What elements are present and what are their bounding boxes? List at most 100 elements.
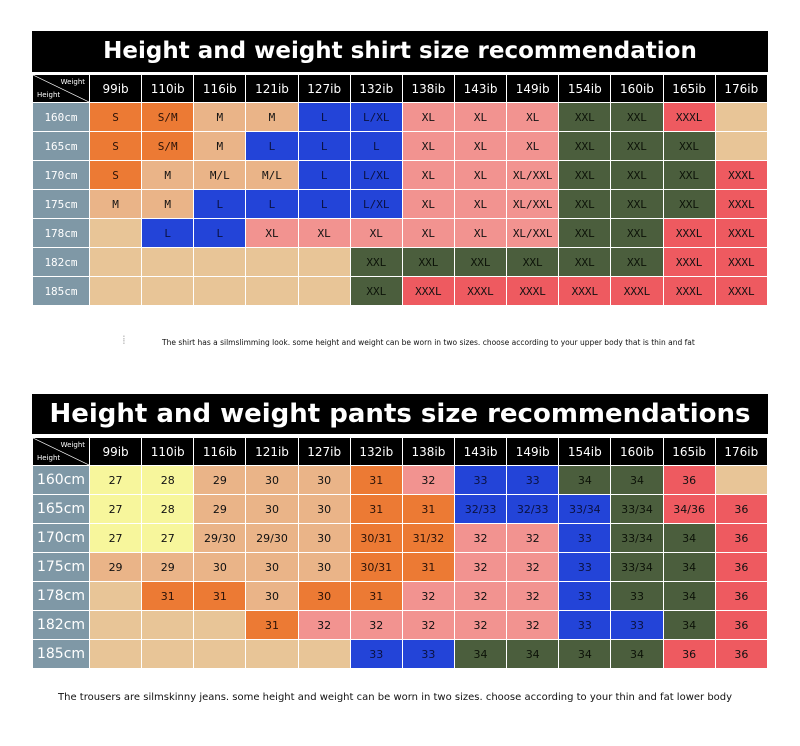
size-cell: XL [453, 131, 508, 161]
height-row-header: 182cm [32, 610, 90, 640]
size-cell: 34 [610, 465, 664, 495]
size-cell: XXL [506, 247, 560, 277]
size-cell: L/XL [349, 102, 403, 132]
height-row-header: 175cm [32, 552, 90, 582]
size-cell: XL [401, 160, 455, 190]
size-cell: 33 [610, 581, 664, 611]
size-cell: 36 [714, 494, 769, 524]
size-cell: M/L [245, 160, 299, 190]
weight-column-header: 154ib [558, 74, 612, 103]
weight-column-header: 149ib [506, 437, 560, 466]
height-row-header: 178cm [32, 581, 90, 611]
size-cell [245, 639, 299, 669]
size-cell: 34 [662, 523, 716, 553]
size-cell: 34 [662, 581, 716, 611]
size-cell: 32 [349, 610, 403, 640]
weight-column-header: 127ib [297, 74, 351, 103]
size-cell: 34/36 [662, 494, 716, 524]
weight-column-header: 154ib [558, 437, 612, 466]
table-row: 165cm S S/M M L L L XL XL XL XXL XXL XXL [32, 131, 769, 161]
size-cell: 27 [88, 465, 143, 495]
weight-column-header: 149ib [506, 74, 560, 103]
weight-column-header: 116ib [193, 437, 247, 466]
size-cell: 32/33 [506, 494, 560, 524]
size-cell: 34 [610, 639, 664, 669]
size-cell: L [297, 160, 351, 190]
size-cell: M [193, 131, 247, 161]
size-cell: S/M [141, 131, 195, 161]
size-cell: 29 [141, 552, 195, 582]
table-row: 185cm 33 33 34 34 34 34 36 36 [32, 639, 769, 669]
corner-height-label: Height [37, 91, 61, 99]
pants-size-table: Weight Height 99ib 110ib 116ib 121ib 127ib 132i… [32, 437, 769, 669]
size-cell: 30 [297, 494, 351, 524]
size-cell: 29/30 [245, 523, 299, 553]
size-cell: 27 [88, 523, 143, 553]
size-cell: S/M [141, 102, 195, 132]
size-cell: 33/34 [610, 494, 664, 524]
table-row: 170cm S M M/L M/L L L/XL XL XL XL/XXL XXL XXL XXL XXX… [32, 160, 769, 190]
size-cell [714, 465, 769, 495]
corner-weight-label: Weight [60, 78, 85, 86]
table-row: 185cm XXL XXXL XXXL XXXL XXXL XXXL XXXL XXXL [32, 276, 769, 306]
weight-column-header: 99ib [88, 437, 143, 466]
weight-column-header: 165ib [662, 437, 716, 466]
pants-corner-header: Weight Height [32, 437, 90, 466]
pants-chart-title: Height and weight pants size recommendat… [32, 394, 768, 434]
size-cell: XXXL [610, 276, 664, 306]
size-cell: XL [453, 160, 508, 190]
size-cell: XXL [558, 218, 612, 248]
size-cell: 32 [506, 610, 560, 640]
pants-header-row: Weight Height 99ib 110ib 116ib 121ib 127ib 132i… [32, 437, 769, 466]
size-cell: 32 [297, 610, 351, 640]
height-row-header: 185cm [32, 639, 90, 669]
size-cell: L [245, 131, 299, 161]
size-cell: XXL [558, 189, 612, 219]
size-cell: XL/XXL [506, 189, 560, 219]
height-row-header: 165cm [32, 494, 90, 524]
size-cell: XL/XXL [506, 160, 560, 190]
size-cell: XL [349, 218, 403, 248]
height-row-header: 160cm [32, 465, 90, 495]
size-cell [141, 639, 195, 669]
size-cell [245, 276, 299, 306]
size-cell: XXXL [714, 189, 769, 219]
size-cell: 31 [401, 552, 455, 582]
height-row-header: 175cm [32, 189, 90, 219]
size-cell: 30 [245, 465, 299, 495]
size-cell: XL [297, 218, 351, 248]
size-cell: 36 [714, 610, 769, 640]
weight-column-header: 116ib [193, 74, 247, 103]
height-row-header: 170cm [32, 160, 90, 190]
table-row: 178cm 31 31 30 30 31 32 32 32 33 33 34 36 [32, 581, 769, 611]
size-cell [141, 610, 195, 640]
size-cell [141, 247, 195, 277]
size-cell: XXL [662, 131, 716, 161]
shirt-chart-title: Height and weight shirt size recommendat… [32, 31, 768, 72]
size-cell [88, 276, 143, 306]
size-cell: 27 [141, 523, 195, 553]
weight-column-header: 121ib [245, 74, 299, 103]
table-row: 175cm M M L L L L/XL XL XL XL/XXL XXL XXL XXL XXXL [32, 189, 769, 219]
size-cell: 27 [88, 494, 143, 524]
size-cell [193, 276, 247, 306]
size-cell: 32 [506, 523, 560, 553]
weight-column-header: 176ib [714, 74, 769, 103]
size-cell: XXL [401, 247, 455, 277]
size-cell: XXXL [558, 276, 612, 306]
size-cell: XXL [349, 276, 403, 306]
size-cell: XXXL [662, 102, 716, 132]
size-cell: 33/34 [610, 523, 664, 553]
size-cell: 32 [506, 581, 560, 611]
size-cell: XL/XXL [506, 218, 560, 248]
table-row: 178cm L L XL XL XL XL XL XL/XXL XXL XXL XXXL XXXL [32, 218, 769, 248]
size-cell: XL [401, 189, 455, 219]
size-cell: 36 [714, 639, 769, 669]
size-cell: 32/33 [453, 494, 508, 524]
shirt-corner-header: Weight Height [32, 74, 90, 103]
size-cell: XXL [662, 160, 716, 190]
size-cell: 33 [610, 610, 664, 640]
size-cell: 30/31 [349, 523, 403, 553]
size-cell: 31 [245, 610, 299, 640]
shirt-size-table: Weight Height 99ib 110ib 116ib 121ib 127ib 132i… [32, 74, 769, 306]
